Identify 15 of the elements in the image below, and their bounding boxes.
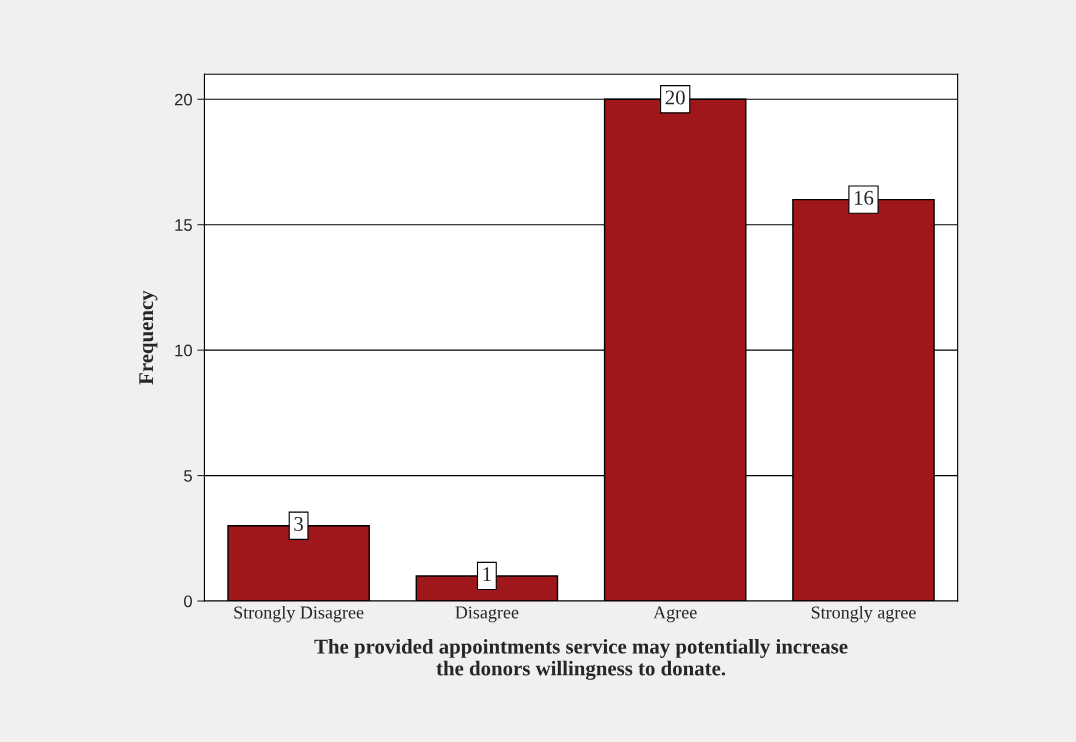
y-axis-title: Frequency [139, 290, 158, 385]
y-tick-label: 10 [175, 344, 192, 357]
y-tick-label: 20 [174, 93, 192, 106]
y-tick-label: 15 [175, 219, 192, 231]
x-tick-label: Agree [653, 606, 697, 623]
x-axis-title: The provided appointments service may potentially increase the donors willingness to donate. [314, 638, 848, 680]
y-tick-label: 5 [184, 470, 192, 482]
x-tick-label: Strongly agree [811, 605, 916, 623]
x-tick-label: Disagree [455, 606, 519, 623]
data-label: 16 [854, 190, 874, 205]
y-tick-label: 0 [184, 595, 192, 608]
data-label: 1 [483, 567, 491, 581]
data-label: 20 [665, 90, 685, 105]
x-tick-label: Strongly Disagree [234, 605, 364, 623]
data-label: 3 [294, 516, 303, 531]
